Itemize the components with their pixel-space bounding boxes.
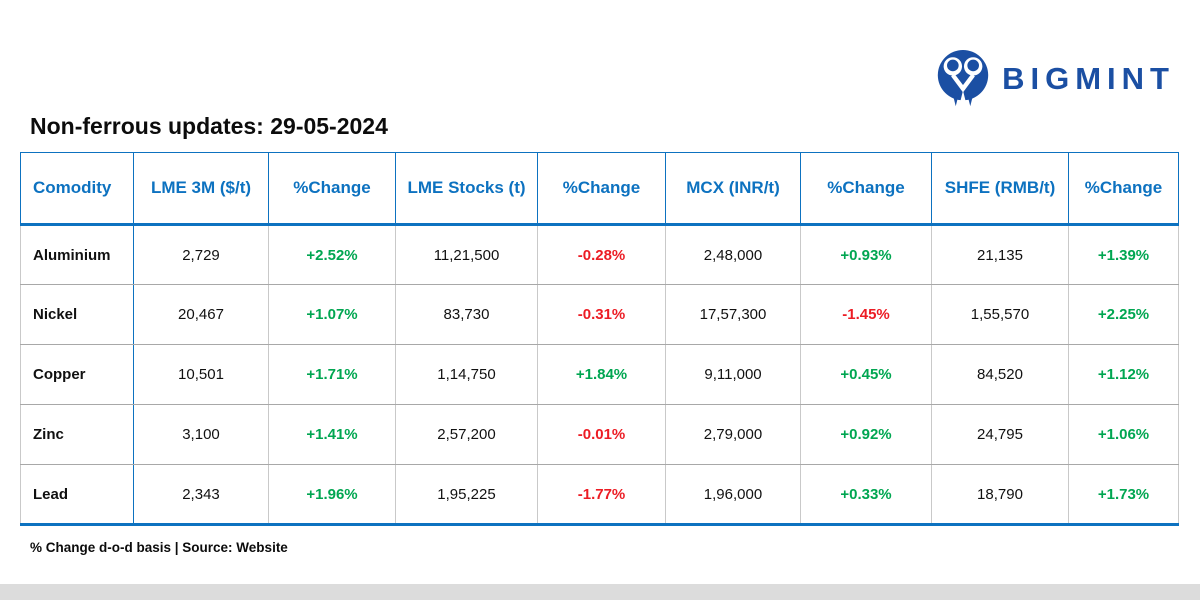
column-header-5: MCX (INR/t) bbox=[665, 152, 801, 226]
table-row: Nickel 20,467 +1.07% 83,730 -0.31% 17,57,300-… bbox=[20, 284, 1179, 345]
non-ferrous-table: Comodity LME 3M ($/t) %Change LME Stocks (t… bbox=[20, 152, 1179, 526]
value-cell: 84,520 bbox=[931, 344, 1069, 405]
change-cell: +1.12% bbox=[1068, 344, 1179, 405]
value-cell: 2,48,000 bbox=[665, 224, 801, 285]
change-cell: -0.31% bbox=[537, 284, 666, 345]
bigmint-logo: BIGMINT bbox=[934, 48, 1175, 110]
column-header-0: Comodity bbox=[20, 152, 134, 226]
commodity-name: Lead bbox=[20, 464, 134, 526]
change-cell: +0.93% bbox=[800, 224, 932, 285]
commodity-name: Copper bbox=[20, 344, 134, 405]
change-cell: -1.77% bbox=[537, 464, 666, 526]
change-cell: +1.84% bbox=[537, 344, 666, 405]
bigmint-logo-icon bbox=[937, 49, 989, 110]
column-header-3: LME Stocks (t) bbox=[395, 152, 538, 226]
bigmint-logo-text: BIGMINT bbox=[1002, 61, 1175, 96]
change-cell: -0.01% bbox=[537, 404, 666, 465]
value-cell: 1,14,750 bbox=[395, 344, 538, 405]
table-header: Comodity LME 3M ($/t) %Change LME Stocks (t… bbox=[20, 152, 1179, 226]
change-cell: +0.92% bbox=[800, 404, 932, 465]
change-cell: +2.25% bbox=[1068, 284, 1179, 345]
change-cell: +0.45% bbox=[800, 344, 932, 405]
change-cell: -1.45% bbox=[800, 284, 932, 345]
value-cell: 21,135 bbox=[931, 224, 1069, 285]
value-cell: 17,57,300 bbox=[665, 284, 801, 345]
change-cell: +1.39% bbox=[1068, 224, 1179, 285]
column-header-8: %Change bbox=[1068, 152, 1179, 226]
column-header-2: %Change bbox=[268, 152, 396, 226]
table-row: Copper 10,501 +1.71% 1,14,750 +1.84% 9,11,000… bbox=[20, 344, 1179, 405]
table-row: Zinc 3,100 +1.41% 2,57,200 -0.01% 2,79,000 +0.… bbox=[20, 404, 1179, 465]
value-cell: 9,11,000 bbox=[665, 344, 801, 405]
column-header-4: %Change bbox=[537, 152, 666, 226]
value-cell: 20,467 bbox=[133, 284, 269, 345]
value-cell: 10,501 bbox=[133, 344, 269, 405]
value-cell: 24,795 bbox=[931, 404, 1069, 465]
change-cell: +1.73% bbox=[1068, 464, 1179, 526]
value-cell: 1,96,000 bbox=[665, 464, 801, 526]
value-cell: 2,729 bbox=[133, 224, 269, 285]
commodity-name: Aluminium bbox=[20, 224, 134, 285]
commodity-name: Nickel bbox=[20, 284, 134, 345]
bottom-bar bbox=[0, 584, 1200, 600]
change-cell: +1.41% bbox=[268, 404, 396, 465]
commodity-name: Zinc bbox=[20, 404, 134, 465]
change-cell: +1.06% bbox=[1068, 404, 1179, 465]
value-cell: 1,55,570 bbox=[931, 284, 1069, 345]
value-cell: 2,79,000 bbox=[665, 404, 801, 465]
value-cell: 3,100 bbox=[133, 404, 269, 465]
table-body: Aluminium 2,729 +2.52% 11,21,500 -0.28% 2,48,… bbox=[20, 224, 1179, 526]
table-row: Aluminium 2,729 +2.52% 11,21,500 -0.28% 2,48,… bbox=[20, 224, 1179, 285]
value-cell: 1,95,225 bbox=[395, 464, 538, 526]
column-header-1: LME 3M ($/t) bbox=[133, 152, 269, 226]
change-cell: +1.96% bbox=[268, 464, 396, 526]
change-cell: +2.52% bbox=[268, 224, 396, 285]
change-cell: +1.71% bbox=[268, 344, 396, 405]
value-cell: 83,730 bbox=[395, 284, 538, 345]
change-cell: +1.07% bbox=[268, 284, 396, 345]
column-header-7: SHFE (RMB/t) bbox=[931, 152, 1069, 226]
value-cell: 2,343 bbox=[133, 464, 269, 526]
value-cell: 18,790 bbox=[931, 464, 1069, 526]
footnote: % Change d-o-d basis | Source: Website bbox=[30, 540, 288, 555]
change-cell: +0.33% bbox=[800, 464, 932, 526]
table-row: Lead 2,343 +1.96% 1,95,225 -1.77% 1,96,000 +0.… bbox=[20, 464, 1179, 526]
value-cell: 11,21,500 bbox=[395, 224, 538, 285]
change-cell: -0.28% bbox=[537, 224, 666, 285]
table-header-row: Comodity LME 3M ($/t) %Change LME Stocks (t… bbox=[20, 152, 1179, 226]
column-header-6: %Change bbox=[800, 152, 932, 226]
value-cell: 2,57,200 bbox=[395, 404, 538, 465]
page-title: Non-ferrous updates: 29-05-2024 bbox=[30, 113, 388, 139]
